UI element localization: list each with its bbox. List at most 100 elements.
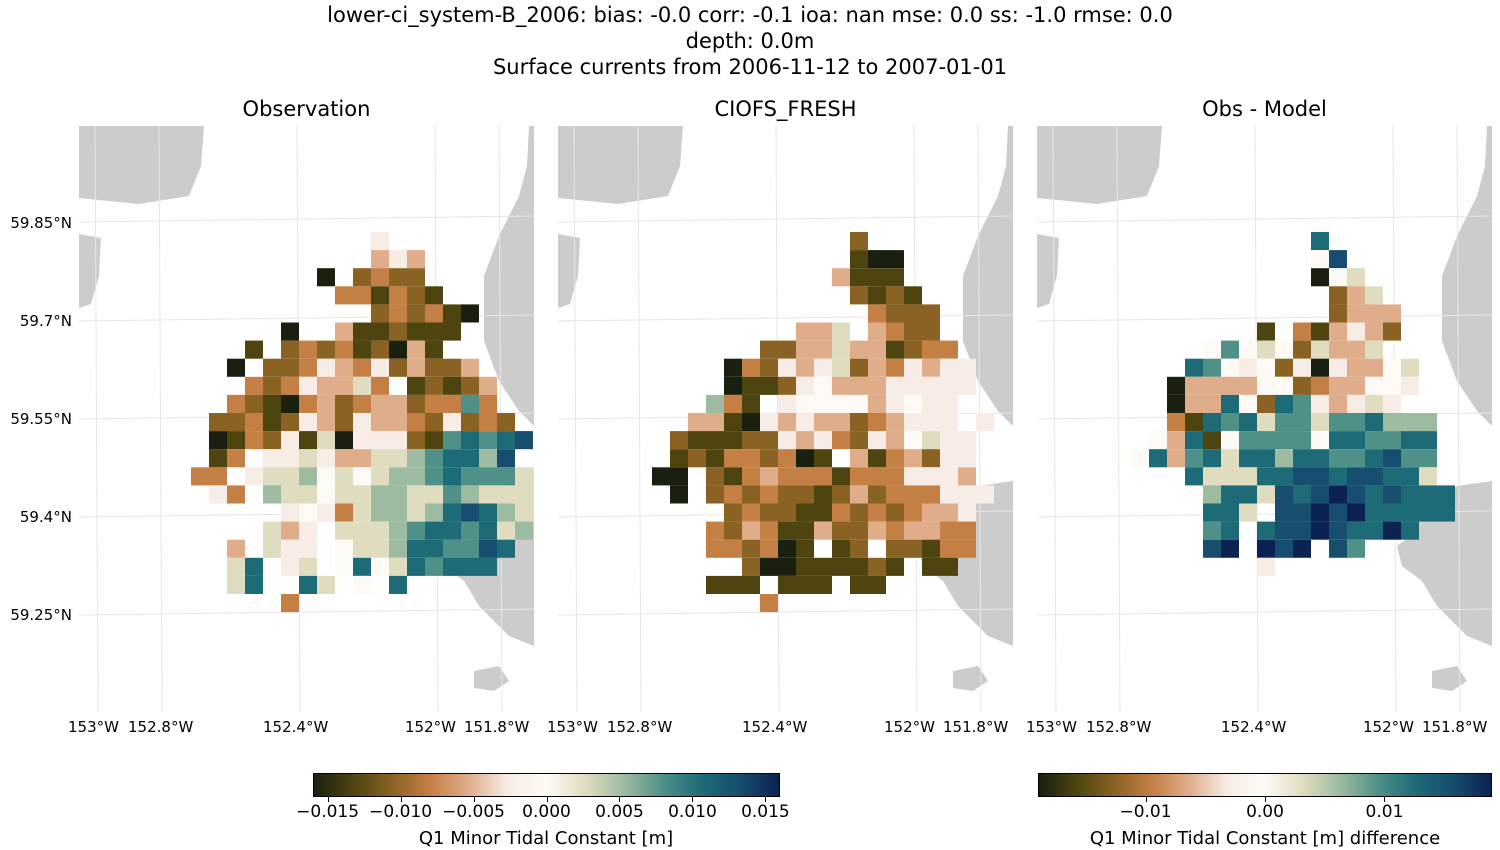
data-cell [1311,503,1329,522]
data-cell [724,376,742,395]
data-cell [353,539,371,558]
data-cell [461,539,479,558]
data-cell [317,376,335,395]
data-cell [299,557,317,576]
data-cell [796,394,814,413]
data-cell [868,449,886,468]
data-cell [1311,232,1329,251]
data-cell [227,539,245,558]
data-cell [1419,485,1437,504]
map-model[interactable] [558,126,1013,712]
data-cell [1329,431,1347,450]
data-cell [1347,449,1365,468]
data-cell [940,394,958,413]
data-cell [317,413,335,432]
data-cell [1347,467,1365,486]
data-cell [958,376,976,395]
data-cell [281,394,299,413]
data-cell [1347,394,1365,413]
data-cell [425,431,443,450]
data-cell [281,557,299,576]
data-cell [886,394,904,413]
data-cell [778,557,796,576]
data-cell [1239,467,1257,486]
data-cell [371,304,389,323]
data-cell [886,539,904,558]
data-cell [796,503,814,522]
data-cell [742,557,760,576]
data-cell [299,376,317,395]
lon-label: 152.8°W [607,718,673,736]
data-cell [850,485,868,504]
data-cell [904,340,922,359]
data-cell [850,232,868,251]
colorbar-tick-label: 0.000 [522,802,571,822]
data-cell [904,322,922,341]
data-cell [1383,521,1401,540]
lon-label: 152°W [1363,718,1414,736]
data-cell [407,250,425,269]
data-cell [479,485,497,504]
data-cell [904,413,922,432]
data-cell [425,394,443,413]
grid-parallel [1037,608,1492,616]
data-cell [1347,431,1365,450]
data-cell [515,521,533,540]
data-cell [832,485,850,504]
data-cell [1185,376,1203,395]
data-cell [1185,467,1203,486]
data-cell [868,286,886,305]
data-cell [1293,485,1311,504]
data-cell [1311,322,1329,341]
data-cell [724,467,742,486]
data-cell [760,503,778,522]
data-cell [1275,340,1293,359]
data-cell [443,358,461,377]
map-difference[interactable] [1037,126,1492,712]
data-cell [1221,485,1239,504]
data-cell [263,467,281,486]
data-cell [461,503,479,522]
data-cell [1365,503,1383,522]
data-cell [335,286,353,305]
data-cell [371,394,389,413]
lat-label: 59.7°N [19,312,72,330]
lon-label: 152.8°W [128,718,194,736]
grid-meridian [1456,126,1461,712]
data-cell [1401,503,1419,522]
data-cell [778,431,796,450]
data-cell [1275,394,1293,413]
data-cell [1311,521,1329,540]
data-cell [1167,413,1185,432]
data-cell [922,322,940,341]
data-cell [886,250,904,269]
data-cell [1293,322,1311,341]
data-cell [389,557,407,576]
data-cell [461,449,479,468]
data-cell [742,539,760,558]
data-cell [868,340,886,359]
data-cell [1275,521,1293,540]
data-cell [371,503,389,522]
colorbar-tick-mark [692,797,694,802]
map-observation[interactable] [79,126,534,712]
data-cell [904,503,922,522]
land-mass-northwest [1037,126,1162,204]
data-cell [886,503,904,522]
data-cell [1167,394,1185,413]
lon-label: 152.4°W [263,718,329,736]
data-cell [281,539,299,558]
data-cell [1257,521,1275,540]
colorbar-tick-mark [1145,797,1147,802]
data-cell [814,394,832,413]
data-cell [904,304,922,323]
data-cell [209,431,227,450]
data-cell [1437,485,1455,504]
data-cell [443,557,461,576]
data-cell [1203,449,1221,468]
data-cell [850,340,868,359]
data-cell [1293,521,1311,540]
data-cell [814,557,832,576]
data-cell [461,304,479,323]
data-cell [850,557,868,576]
